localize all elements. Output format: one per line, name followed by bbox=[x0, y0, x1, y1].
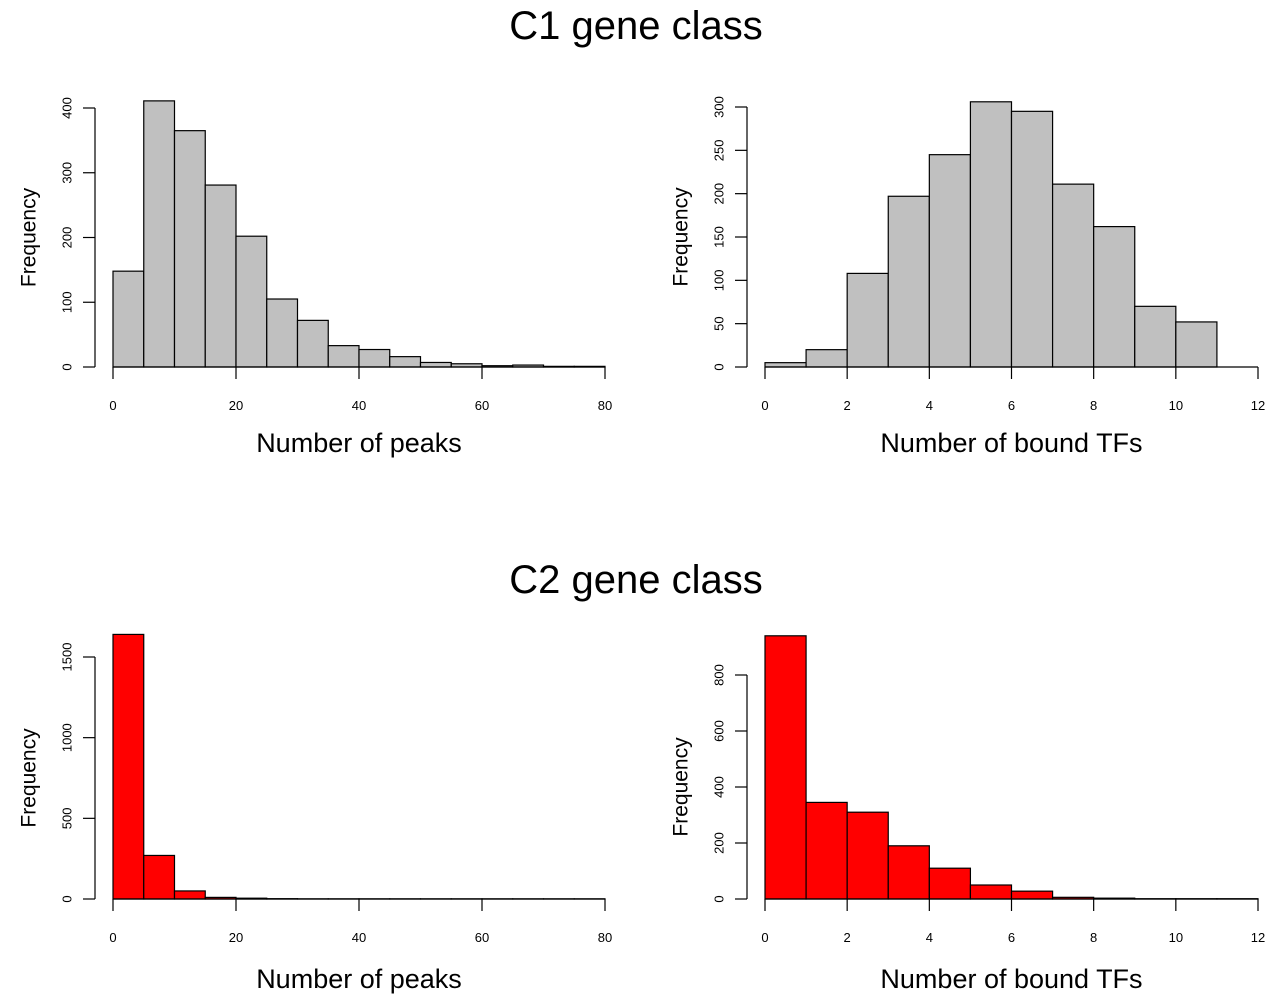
c2-tfs-bar-2 bbox=[846, 811, 889, 900]
c2-peaks-bar-4 bbox=[235, 897, 268, 900]
c1-peaks-bar-12 bbox=[481, 365, 514, 368]
c1-peaks-bar-5 bbox=[266, 298, 299, 368]
c1-peaks-bar-9 bbox=[389, 356, 422, 368]
c1-peaks-bar-8 bbox=[358, 348, 391, 368]
c2-tfs-bar-5 bbox=[969, 884, 1013, 900]
c1-peaks-y-tick-label-1: 100 bbox=[59, 291, 74, 313]
c2-tfs-x-tick-label-6: 12 bbox=[1251, 930, 1265, 945]
c1-tfs-bar-4 bbox=[928, 154, 972, 368]
c1-peaks-bar-4 bbox=[235, 235, 268, 368]
c2-peaks-x-tick-label-1: 20 bbox=[229, 930, 243, 945]
c2-tfs-x-tick-label-5: 10 bbox=[1169, 930, 1183, 945]
c2-peaks-bar-0 bbox=[112, 633, 145, 900]
c1-peaks-bar-15 bbox=[573, 365, 606, 368]
c2-tfs-bar-1 bbox=[805, 801, 848, 900]
c1-tfs-bar-5 bbox=[969, 101, 1013, 368]
c1-tfs-y-tick-label-1: 50 bbox=[711, 316, 726, 330]
c1-peaks-bar-13 bbox=[512, 364, 545, 368]
c1-peaks-bar-1 bbox=[143, 100, 176, 368]
c2-peaks-bar-3 bbox=[204, 896, 237, 900]
c1-tfs-xlabel: Number of bound TFs bbox=[880, 428, 1142, 458]
c2-peaks-ylabel: Frequency bbox=[18, 728, 41, 828]
c2-peaks-y-tick-label-3: 1500 bbox=[59, 643, 74, 672]
c2-peaks-y-tick-label-2: 1000 bbox=[59, 723, 74, 752]
c1-peaks-bar-6 bbox=[296, 319, 329, 368]
c1-tfs-bar-1 bbox=[805, 349, 848, 368]
c1-tfs-bar-2 bbox=[846, 272, 889, 368]
c2-tfs-x-tick-label-3: 6 bbox=[1008, 930, 1015, 945]
c1-peaks-bar-7 bbox=[327, 345, 360, 368]
c2-peaks-x-tick-label-3: 60 bbox=[475, 930, 489, 945]
c1-peaks-x-tick-label-4: 80 bbox=[598, 398, 612, 413]
c1-tfs-x-tick-label-5: 10 bbox=[1169, 398, 1183, 413]
c1-tfs-x-tick-label-1: 2 bbox=[844, 398, 851, 413]
c2-tfs-xlabel: Number of bound TFs bbox=[880, 964, 1142, 994]
c1-peaks-bar-0 bbox=[112, 270, 145, 368]
c1-tfs-y-tick-label-2: 100 bbox=[711, 269, 726, 291]
c1-peaks-x-tick-label-0: 0 bbox=[109, 398, 116, 413]
c1-peaks-y-tick-label-0: 0 bbox=[59, 363, 74, 370]
c2-peaks-y-tick-label-1: 500 bbox=[59, 807, 74, 829]
c1-tfs-bar-7 bbox=[1051, 183, 1095, 368]
c1-peaks-y-tick-label-4: 400 bbox=[59, 97, 74, 119]
c2-tfs-y-tick-label-4: 800 bbox=[711, 664, 726, 686]
c2-tfs-bar-6 bbox=[1010, 890, 1054, 900]
c2-peaks-y-tick-label-0: 0 bbox=[59, 895, 74, 902]
c2-tfs-y-tick-label-2: 400 bbox=[711, 776, 726, 798]
c1-tfs-y-tick-label-4: 200 bbox=[711, 183, 726, 205]
c1-tfs-y-tick-label-0: 0 bbox=[711, 363, 726, 370]
c2-tfs-bar-0 bbox=[764, 635, 807, 900]
c1-tfs-ylabel: Frequency bbox=[670, 187, 693, 287]
c1-peaks-ylabel: Frequency bbox=[18, 187, 41, 287]
c2-tfs-y-tick-label-0: 0 bbox=[711, 895, 726, 902]
c1-tfs-x-tick-label-3: 6 bbox=[1008, 398, 1015, 413]
c1-tfs-x-tick-label-0: 0 bbox=[761, 398, 768, 413]
c1-peaks-xlabel: Number of peaks bbox=[256, 428, 462, 458]
c2-tfs-bar-8 bbox=[1093, 897, 1136, 900]
c2-tfs-x-tick-label-0: 0 bbox=[761, 930, 768, 945]
c2-section-title: C2 gene class bbox=[509, 558, 763, 602]
c1-tfs-y-tick-label-5: 250 bbox=[711, 139, 726, 161]
c1-tfs-y-tick-label-3: 150 bbox=[711, 226, 726, 248]
c2-tfs-bar-7 bbox=[1051, 896, 1095, 900]
c1-tfs-bar-9 bbox=[1134, 305, 1177, 368]
c2-peaks-bar-2 bbox=[173, 890, 206, 900]
c2-peaks-bar-1 bbox=[143, 854, 176, 900]
c1-peaks-x-tick-label-3: 60 bbox=[475, 398, 489, 413]
c1-peaks-bar-10 bbox=[419, 361, 452, 368]
c2-tfs-x-tick-label-2: 4 bbox=[926, 930, 933, 945]
c1-peaks-bar-11 bbox=[450, 363, 483, 368]
c1-peaks-y-tick-label-2: 200 bbox=[59, 227, 74, 249]
c1-tfs-bar-10 bbox=[1175, 321, 1218, 368]
c1-tfs-x-tick-label-6: 12 bbox=[1251, 398, 1265, 413]
c1-tfs-x-tick-label-2: 4 bbox=[926, 398, 933, 413]
c1-tfs-bar-3 bbox=[887, 195, 930, 368]
c2-tfs-y-tick-label-1: 200 bbox=[711, 832, 726, 854]
c1-peaks-bar-3 bbox=[204, 184, 237, 368]
c2-peaks-x-tick-label-2: 40 bbox=[352, 930, 366, 945]
c2-tfs-x-tick-label-4: 8 bbox=[1090, 930, 1097, 945]
c1-tfs-bar-0 bbox=[764, 362, 807, 368]
c1-tfs-x-tick-label-4: 8 bbox=[1090, 398, 1097, 413]
c1-peaks-x-tick-label-2: 40 bbox=[352, 398, 366, 413]
c2-tfs-bar-3 bbox=[887, 845, 930, 900]
c2-tfs-ylabel: Frequency bbox=[670, 737, 693, 837]
c1-peaks-bar-14 bbox=[542, 365, 575, 368]
c2-peaks-x-tick-label-4: 80 bbox=[598, 930, 612, 945]
c1-tfs-bar-8 bbox=[1093, 226, 1136, 368]
c1-peaks-x-tick-label-1: 20 bbox=[229, 398, 243, 413]
c2-tfs-x-tick-label-1: 2 bbox=[844, 930, 851, 945]
c1-tfs-bar-6 bbox=[1010, 110, 1054, 368]
c1-tfs-y-tick-label-6: 300 bbox=[711, 96, 726, 118]
c2-peaks-x-tick-label-0: 0 bbox=[109, 930, 116, 945]
c1-section-title: C1 gene class bbox=[509, 4, 763, 48]
c1-peaks-bar-2 bbox=[173, 130, 206, 368]
c1-peaks-y-tick-label-3: 300 bbox=[59, 162, 74, 184]
c2-tfs-bar-4 bbox=[928, 867, 972, 900]
c2-tfs-y-tick-label-3: 600 bbox=[711, 720, 726, 742]
c2-peaks-xlabel: Number of peaks bbox=[256, 964, 462, 994]
